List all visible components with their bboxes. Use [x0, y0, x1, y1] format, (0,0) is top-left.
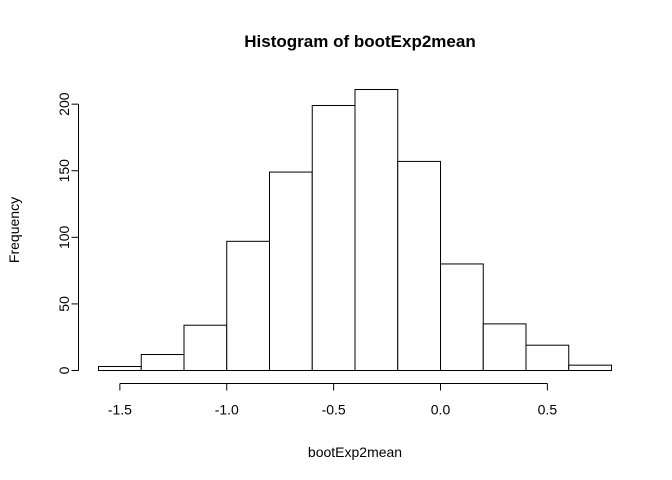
x-tick-label: -1.5	[108, 402, 132, 418]
x-tick-label: -0.5	[322, 402, 346, 418]
y-axis-label: Frequency	[6, 197, 22, 263]
y-tick-label: 50	[56, 296, 72, 312]
histogram-bar	[183, 324, 228, 371]
chart-title: Histogram of bootExp2mean	[244, 32, 475, 51]
x-axis-label: bootExp2mean	[308, 444, 402, 460]
x-tick-label: 0.5	[538, 402, 558, 418]
y-tick-label: 200	[56, 92, 72, 116]
histogram-bar	[568, 364, 612, 371]
histogram-bar	[311, 104, 356, 371]
x-tick-label: -1.0	[215, 402, 239, 418]
histogram-bar	[397, 160, 441, 371]
histogram-bar	[482, 323, 527, 371]
histogram-bar	[226, 240, 270, 371]
histogram-bar	[354, 89, 399, 371]
y-tick-label: 100	[56, 225, 72, 249]
y-tick-label: 0	[56, 366, 72, 374]
histogram-bars	[98, 89, 612, 372]
histogram-bar	[269, 171, 313, 371]
x-axis: -1.5 -1.0 -0.5 0.0 0.5	[108, 383, 558, 418]
y-axis: 0 50 100 150 200	[56, 92, 79, 374]
histogram-bar	[440, 263, 484, 371]
x-tick-label: 0.0	[431, 402, 451, 418]
y-tick-label: 150	[56, 159, 72, 183]
histogram-bar	[98, 366, 142, 371]
histogram-bar	[140, 354, 185, 371]
histogram-bar	[525, 344, 570, 372]
